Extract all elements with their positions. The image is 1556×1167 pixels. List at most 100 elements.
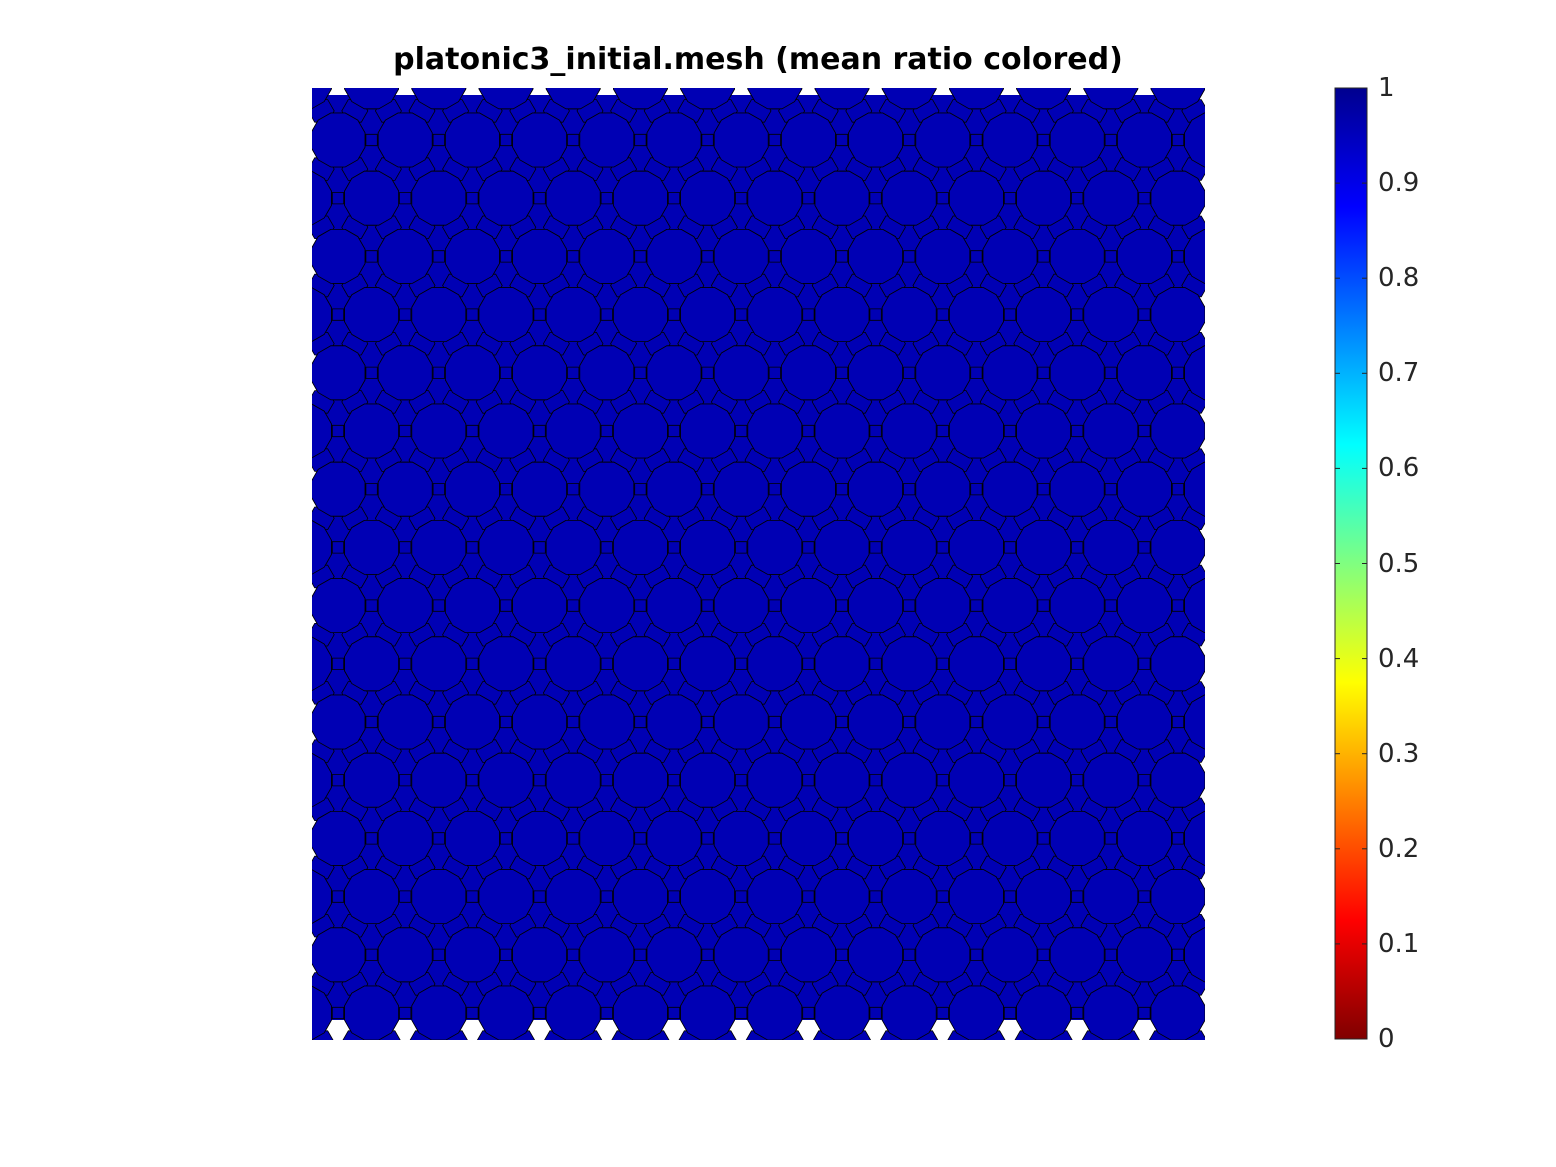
mesh-square — [835, 832, 849, 845]
mesh-dodecagon — [1285, 55, 1339, 109]
mesh-square — [835, 948, 849, 961]
colorbar-tick-label: 0.3 — [1378, 738, 1420, 769]
mesh-dodecagon — [849, 1161, 903, 1167]
mesh-hexagon — [1215, 856, 1241, 879]
mesh-square — [1037, 599, 1050, 612]
mesh-square — [835, 133, 849, 147]
mesh-dodecagon — [814, 287, 870, 343]
mesh-square — [467, 1124, 478, 1135]
mesh-dodecagon — [377, 112, 433, 168]
mesh-square — [1104, 599, 1117, 612]
mesh-hexagon — [275, 507, 301, 530]
mesh-square — [701, 715, 714, 729]
mesh-dodecagon — [1252, 229, 1306, 283]
mesh-dodecagon — [747, 520, 803, 575]
mesh-square — [399, 774, 412, 787]
mesh-dodecagon — [377, 345, 433, 401]
mesh-dodecagon — [344, 752, 400, 808]
mesh-dodecagon — [545, 752, 601, 808]
mesh-hexagon — [375, 1147, 401, 1167]
mesh-dodecagon — [312, 228, 366, 284]
mesh-square — [1071, 541, 1084, 554]
mesh-cells — [241, 55, 1339, 1167]
mesh-hexagon — [1215, 623, 1241, 646]
mesh-dodecagon — [949, 170, 1004, 226]
mesh-hexagon — [510, 1089, 536, 1112]
mesh-square — [667, 541, 681, 554]
mesh-square — [701, 483, 714, 496]
mesh-square — [432, 133, 445, 147]
mesh-dodecagon — [1049, 927, 1105, 983]
mesh-hexagon — [443, 1089, 469, 1112]
mesh-hexagon — [644, 1089, 670, 1112]
mesh-dodecagon — [1083, 869, 1139, 924]
mesh-dodecagon — [580, 1161, 634, 1167]
mesh-dodecagon — [244, 113, 298, 167]
mesh-dodecagon — [1252, 462, 1306, 516]
mesh-dodecagon — [1218, 1102, 1272, 1156]
mesh-dodecagon — [244, 113, 298, 167]
mesh-square — [432, 599, 445, 612]
mesh-hexagon — [812, 1089, 838, 1112]
mesh-square — [667, 774, 681, 787]
mesh-hexagon — [308, 1147, 334, 1167]
mesh-dodecagon — [781, 345, 836, 401]
mesh-dodecagon — [545, 985, 601, 1040]
mesh-square — [667, 192, 681, 205]
mesh-dodecagon — [1285, 520, 1339, 574]
mesh-dodecagon — [1083, 985, 1139, 1040]
mesh-hexagon — [846, 1147, 872, 1167]
mesh-dodecagon — [579, 578, 635, 633]
mesh-square — [1003, 774, 1017, 787]
mesh-hexagon — [1283, 158, 1309, 181]
mesh-square — [1240, 251, 1251, 262]
mesh-square — [466, 424, 479, 438]
mesh-dodecagon — [244, 928, 298, 982]
mesh-dodecagon — [1285, 55, 1339, 109]
mesh-dodecagon — [983, 1161, 1037, 1167]
mesh-dodecagon — [1049, 112, 1105, 168]
colorbar-tick-label: 0.9 — [1378, 168, 1420, 199]
mesh-dodecagon — [412, 1102, 466, 1156]
mesh-hexagon — [1047, 1147, 1073, 1167]
mesh-dodecagon — [244, 229, 298, 283]
mesh-square — [971, 1066, 982, 1077]
mesh-square — [365, 483, 378, 496]
mesh-dodecagon — [312, 927, 366, 983]
mesh-dodecagon — [949, 869, 1004, 924]
mesh-square — [499, 715, 513, 729]
mesh-dodecagon — [1083, 88, 1139, 110]
mesh-dodecagon — [747, 985, 803, 1040]
mesh-dodecagon — [512, 578, 567, 633]
mesh-square — [1003, 192, 1017, 205]
mesh-square — [299, 367, 310, 378]
mesh-hexagon — [1249, 740, 1275, 763]
mesh-dodecagon — [312, 461, 366, 517]
mesh-square — [1104, 832, 1117, 845]
mesh-hexagon — [241, 507, 267, 530]
mesh-dodecagon — [1218, 637, 1272, 691]
mesh-square — [936, 192, 949, 205]
mesh-dodecagon — [545, 170, 601, 226]
mesh-square — [835, 715, 849, 729]
mesh-hexagon — [1249, 274, 1275, 297]
mesh-dodecagon — [681, 1102, 735, 1156]
mesh-square — [869, 192, 882, 205]
mesh-square — [1003, 308, 1017, 321]
mesh-dodecagon — [713, 345, 769, 401]
mesh-dodecagon — [613, 287, 668, 343]
mesh-dodecagon — [680, 170, 735, 226]
mesh-hexagon — [241, 623, 267, 646]
mesh-dodecagon — [1050, 1044, 1104, 1098]
mesh-dodecagon — [1252, 346, 1306, 400]
mesh-dodecagon — [1117, 461, 1172, 517]
mesh-square — [1037, 948, 1050, 961]
mesh-hexagon — [1283, 216, 1309, 239]
mesh-dodecagon — [244, 462, 298, 516]
mesh-dodecagon — [713, 811, 769, 866]
mesh-dodecagon — [444, 927, 500, 983]
mesh-square — [533, 424, 546, 438]
mesh-hexagon — [476, 1147, 502, 1167]
mesh-dodecagon — [1285, 288, 1339, 342]
mesh-dodecagon — [1285, 404, 1339, 458]
